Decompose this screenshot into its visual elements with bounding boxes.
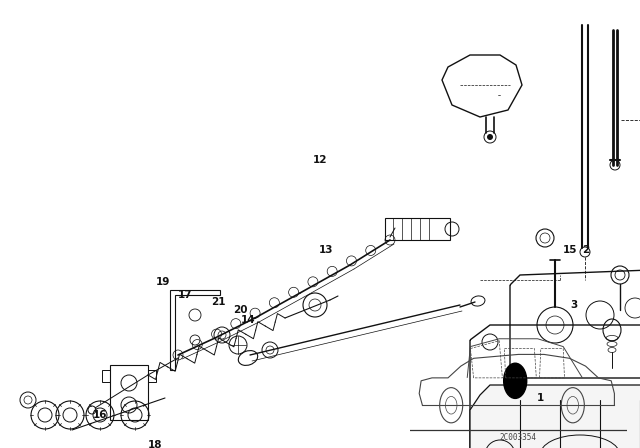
- Text: 2C003354: 2C003354: [500, 433, 537, 442]
- Text: 17: 17: [178, 290, 192, 300]
- Polygon shape: [470, 385, 640, 448]
- Bar: [385, 218, 450, 240]
- Circle shape: [487, 134, 493, 140]
- Text: 21: 21: [211, 297, 225, 307]
- Text: 16: 16: [93, 410, 108, 420]
- Bar: [102, 370, 110, 382]
- Text: 3: 3: [570, 300, 578, 310]
- Text: 14: 14: [241, 315, 255, 325]
- Text: 2: 2: [582, 245, 589, 255]
- Text: 12: 12: [313, 155, 327, 165]
- Circle shape: [504, 363, 527, 398]
- Bar: [148, 370, 156, 382]
- Text: 18: 18: [148, 440, 163, 448]
- Text: 15: 15: [563, 245, 577, 255]
- Text: 1: 1: [536, 393, 543, 403]
- Text: 19: 19: [156, 277, 170, 287]
- Text: 13: 13: [319, 245, 333, 255]
- Text: 20: 20: [233, 305, 247, 315]
- Bar: [110, 365, 148, 420]
